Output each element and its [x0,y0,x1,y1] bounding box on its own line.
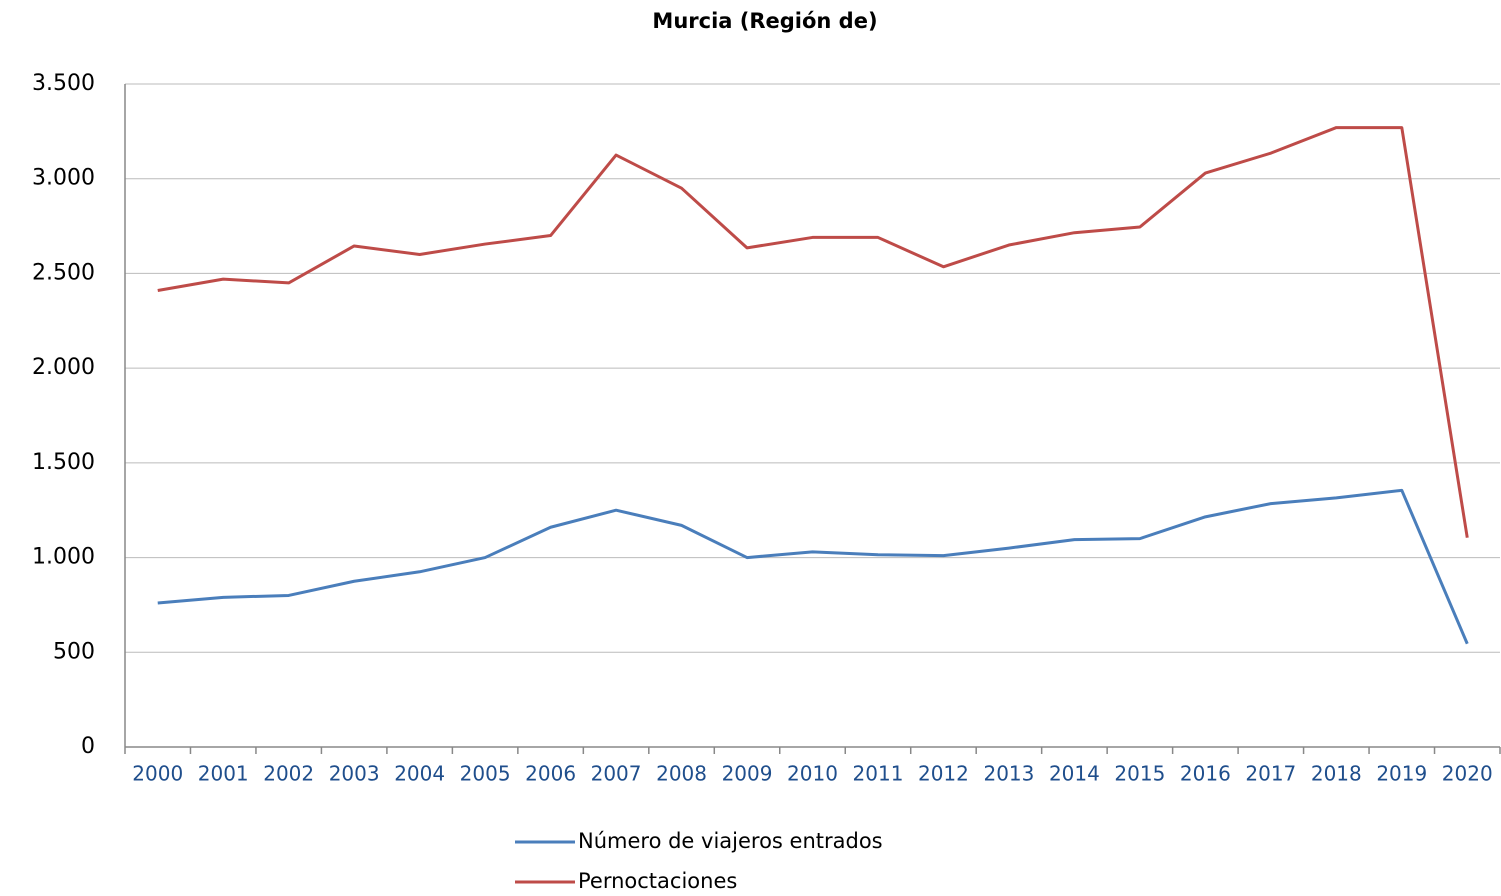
y-tick-label: 1.500 [32,450,95,475]
x-tick-label: 2000 [132,762,183,786]
x-tick-label: 2001 [198,762,249,786]
chart-title: Murcia (Región de) [652,9,877,33]
y-tick-label: 500 [53,639,95,664]
y-tick-label: 2.000 [32,355,95,380]
x-tick-label: 2014 [1049,762,1100,786]
x-tick-label: 2016 [1180,762,1231,786]
x-tick-label: 2005 [460,762,511,786]
data-line [157,488,1469,645]
x-tick-label: 2017 [1245,762,1296,786]
x-tick-label: 2004 [394,762,445,786]
legend-label: Número de viajeros entrados [578,829,883,853]
y-tick-label: 3.500 [32,71,95,96]
y-tick-label: 1.000 [32,545,95,570]
x-tick-label: 2007 [591,762,642,786]
y-tick-label: 2.500 [32,260,95,285]
x-tick-label: 2019 [1376,762,1427,786]
x-tick-label: 2020 [1442,762,1493,786]
x-tick-label: 2010 [787,762,838,786]
x-tick-label: 2015 [1114,762,1165,786]
x-tick-label: 2008 [656,762,707,786]
data-line [157,126,1469,538]
x-tick-label: 2012 [918,762,969,786]
x-tick-label: 2006 [525,762,576,786]
x-tick-label: 2003 [329,762,380,786]
x-tick-label: 2009 [722,762,773,786]
legend-label: Pernoctaciones [578,869,737,893]
y-tick-label: 0 [81,734,95,759]
x-tick-label: 2002 [263,762,314,786]
x-tick-label: 2013 [983,762,1034,786]
x-tick-label: 2018 [1311,762,1362,786]
x-tick-label: 2011 [853,762,904,786]
y-tick-label: 3.000 [32,166,95,191]
